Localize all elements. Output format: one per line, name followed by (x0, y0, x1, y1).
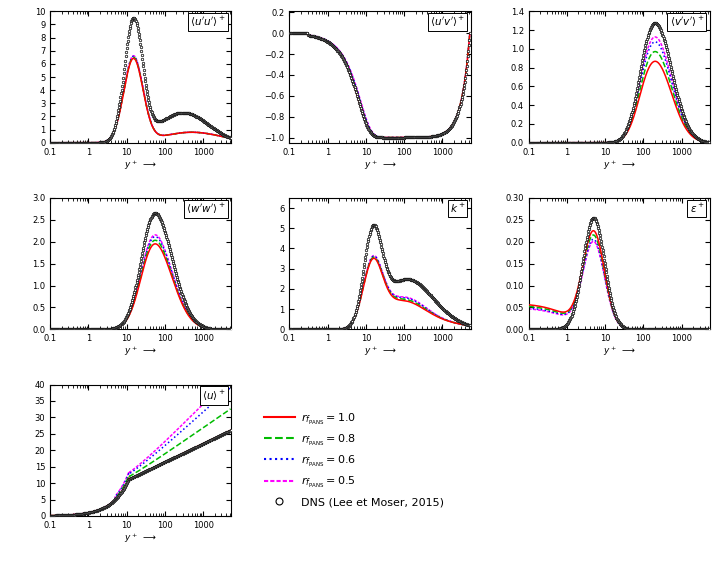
X-axis label: $y^+$ $\longrightarrow$: $y^+$ $\longrightarrow$ (124, 531, 157, 545)
Text: $\langle v'v'\rangle^+$: $\langle v'v'\rangle^+$ (670, 15, 704, 29)
Text: $k^+$: $k^+$ (450, 202, 465, 215)
X-axis label: $y^+$ $\longrightarrow$: $y^+$ $\longrightarrow$ (124, 345, 157, 358)
Text: $\varepsilon^+$: $\varepsilon^+$ (690, 202, 704, 215)
Text: $\langle u\rangle^+$: $\langle u\rangle^+$ (202, 388, 226, 403)
X-axis label: $y^+$ $\longrightarrow$: $y^+$ $\longrightarrow$ (603, 345, 636, 358)
Legend: $r_{f_{\rm PANS}} = 1.0$, $r_{f_{\rm PANS}} = 0.8$, $r_{f_{\rm PANS}} = 0.6$, $r: $r_{f_{\rm PANS}} = 1.0$, $r_{f_{\rm PAN… (264, 412, 445, 507)
X-axis label: $y^+$ $\longrightarrow$: $y^+$ $\longrightarrow$ (364, 345, 397, 358)
Text: $\langle w'w'\rangle^+$: $\langle w'w'\rangle^+$ (186, 202, 226, 216)
X-axis label: $y^+$ $\longrightarrow$: $y^+$ $\longrightarrow$ (364, 158, 397, 172)
X-axis label: $y^+$ $\longrightarrow$: $y^+$ $\longrightarrow$ (603, 158, 636, 172)
Text: $\langle u'u'\rangle^+$: $\langle u'u'\rangle^+$ (190, 15, 226, 29)
X-axis label: $y^+$ $\longrightarrow$: $y^+$ $\longrightarrow$ (124, 158, 157, 172)
Text: $\langle u'v'\rangle^+$: $\langle u'v'\rangle^+$ (430, 15, 465, 29)
